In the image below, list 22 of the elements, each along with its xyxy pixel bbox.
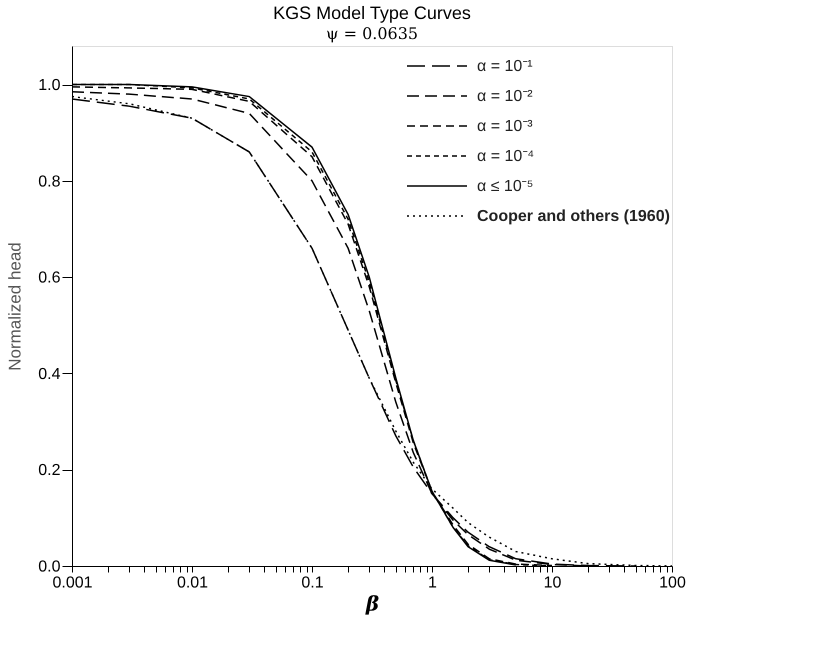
x-tick-label: 1 bbox=[428, 574, 438, 592]
legend-label: α = 10⁻¹ bbox=[477, 58, 533, 75]
legend-label: α ≤ 10⁻⁵ bbox=[477, 178, 534, 195]
legend-label: α = 10⁻³ bbox=[477, 118, 534, 135]
legend-label: α = 10⁻² bbox=[477, 88, 534, 105]
x-axis-title: β bbox=[364, 592, 380, 616]
y-tick-label: 0.8 bbox=[38, 173, 61, 190]
y-tick-label: 0.4 bbox=[38, 366, 61, 383]
x-tick-label: 0.01 bbox=[176, 574, 208, 592]
legend-label: α = 10⁻⁴ bbox=[477, 148, 534, 165]
y-tick-label: 0.0 bbox=[38, 558, 61, 576]
legend-label: Cooper and others (1960) bbox=[477, 208, 670, 225]
x-tick-label: 0.1 bbox=[301, 574, 324, 592]
chart-title: KGS Model Type Curves bbox=[273, 3, 471, 23]
y-axis-title: Normalized head bbox=[5, 242, 24, 371]
y-tick-label: 1.0 bbox=[38, 77, 61, 94]
x-tick-label: 10 bbox=[544, 574, 562, 592]
x-tick-label: 100 bbox=[659, 574, 686, 592]
x-tick-label: 0.001 bbox=[52, 574, 93, 592]
y-tick-label: 0.6 bbox=[38, 270, 61, 287]
y-tick-label: 0.2 bbox=[38, 462, 61, 480]
chart-subtitle: ψ = 0.0635 bbox=[326, 24, 418, 43]
